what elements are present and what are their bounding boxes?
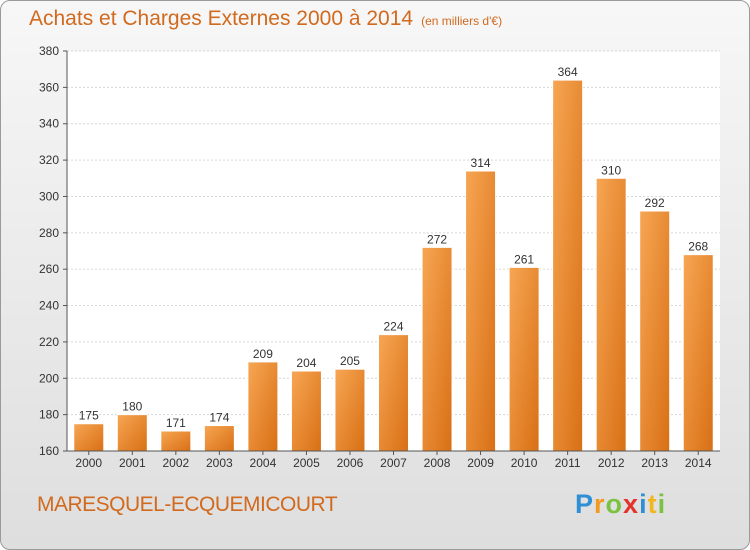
bar-value-label: 224: [383, 320, 403, 334]
bar: [378, 334, 409, 452]
bar-value-label: 292: [645, 196, 665, 210]
bar: [595, 177, 627, 452]
x-tick-label: 2004: [250, 456, 277, 470]
logo-letter: P: [575, 489, 595, 519]
bar-value-label: 261: [514, 252, 534, 266]
y-tick-label: 160: [39, 444, 59, 458]
bar-value-label: 310: [601, 163, 621, 177]
y-tick-label: 220: [39, 335, 59, 349]
y-tick-label: 180: [39, 408, 59, 422]
bar-value-label: 180: [122, 400, 142, 414]
bar: [639, 210, 671, 452]
logo-letter: t: [647, 489, 658, 519]
x-tick-label: 2000: [75, 456, 102, 470]
y-tick-label: 340: [39, 117, 59, 131]
bar: [203, 425, 235, 452]
x-tick-label: 2010: [511, 456, 538, 470]
y-tick-label: 280: [39, 226, 59, 240]
x-tick-label: 2013: [641, 456, 668, 470]
y-tick-label: 320: [39, 153, 59, 167]
bar: [465, 170, 497, 452]
bar-value-label: 204: [296, 356, 316, 370]
y-tick-label: 380: [39, 44, 59, 58]
bar-value-label: 364: [558, 65, 578, 79]
x-tick-label: 2008: [424, 456, 451, 470]
commune-name: MARESQUEL-ECQUEMICOURT: [37, 493, 338, 516]
y-tick-label: 360: [39, 80, 59, 94]
unit-text: (en milliers d'€): [421, 14, 503, 28]
x-tick-label: 2009: [467, 456, 494, 470]
y-tick-label: 300: [39, 189, 59, 203]
x-tick-label: 2005: [293, 456, 320, 470]
y-tick-label: 200: [39, 371, 59, 385]
bar: [73, 423, 105, 452]
x-tick-label: 2007: [380, 456, 407, 470]
proxiti-logo: Proxiti: [575, 489, 666, 520]
bar: [160, 430, 192, 452]
logo-letter: i: [639, 489, 648, 519]
bar-value-label: 174: [209, 411, 229, 425]
bar-value-label: 268: [688, 240, 708, 254]
bar: [682, 254, 714, 452]
x-tick-label: 2003: [206, 456, 233, 470]
bar-value-label: 314: [471, 156, 491, 170]
x-tick-label: 2014: [685, 456, 712, 470]
bar-value-label: 175: [79, 409, 99, 423]
bar: [421, 246, 453, 452]
y-tick-label: 260: [39, 262, 59, 276]
bar-value-label: 171: [166, 416, 186, 430]
bar: [247, 361, 279, 452]
logo-letter: x: [623, 489, 640, 519]
bar: [290, 370, 322, 452]
logo-letter: o: [605, 489, 624, 519]
bar-value-label: 272: [427, 232, 447, 246]
x-tick-label: 2006: [337, 456, 364, 470]
bar-value-label: 209: [253, 347, 273, 361]
bar: [552, 79, 584, 452]
x-tick-label: 2001: [119, 456, 146, 470]
y-tick-label: 240: [39, 299, 59, 313]
chart-title: Achats et Charges Externes 2000 à 2014 (e…: [29, 7, 502, 31]
bar: [508, 266, 540, 452]
bar: [334, 368, 366, 452]
title-text: Achats et Charges Externes 2000 à 2014: [29, 7, 414, 30]
x-tick-label: 2012: [598, 456, 625, 470]
bar-value-label: 205: [340, 354, 360, 368]
bar: [116, 414, 148, 452]
x-tick-label: 2002: [162, 456, 189, 470]
x-tick-label: 2011: [555, 456, 581, 470]
logo-letter: r: [594, 489, 606, 519]
logo-letter: i: [657, 489, 667, 519]
